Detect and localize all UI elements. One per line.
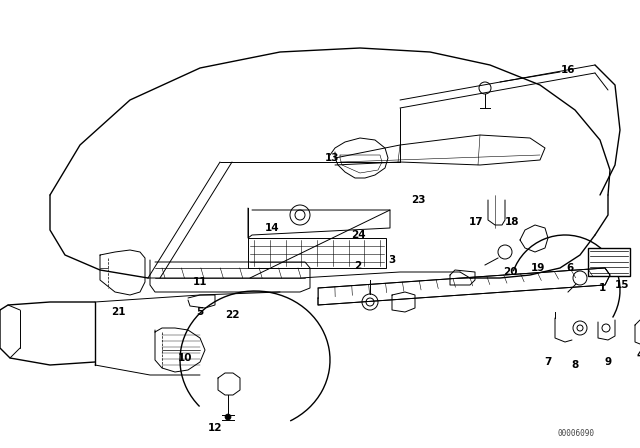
Text: 6: 6	[566, 263, 573, 273]
Text: 14: 14	[265, 223, 279, 233]
Text: 19: 19	[531, 263, 545, 273]
Text: 23: 23	[411, 195, 425, 205]
Text: 00006090: 00006090	[558, 429, 595, 438]
Polygon shape	[0, 268, 5, 305]
FancyBboxPatch shape	[248, 238, 386, 268]
Text: 24: 24	[351, 230, 365, 240]
Text: 2: 2	[355, 261, 362, 271]
Text: 12: 12	[208, 423, 222, 433]
Text: 7: 7	[544, 357, 552, 367]
Text: 4: 4	[636, 350, 640, 360]
Text: 16: 16	[561, 65, 575, 75]
Text: 15: 15	[615, 280, 629, 290]
Text: 18: 18	[505, 217, 519, 227]
Text: 11: 11	[193, 277, 207, 287]
Polygon shape	[0, 318, 5, 448]
Text: 10: 10	[178, 353, 192, 363]
FancyBboxPatch shape	[588, 248, 630, 276]
Circle shape	[225, 414, 231, 420]
Text: 17: 17	[468, 217, 483, 227]
Text: 21: 21	[111, 307, 125, 317]
Text: 13: 13	[324, 153, 339, 163]
Text: 9: 9	[604, 357, 612, 367]
Text: 3: 3	[388, 255, 396, 265]
Text: 8: 8	[572, 360, 579, 370]
Text: 20: 20	[503, 267, 517, 277]
Text: 5: 5	[196, 307, 204, 317]
Text: 1: 1	[598, 283, 605, 293]
Text: 22: 22	[225, 310, 239, 320]
